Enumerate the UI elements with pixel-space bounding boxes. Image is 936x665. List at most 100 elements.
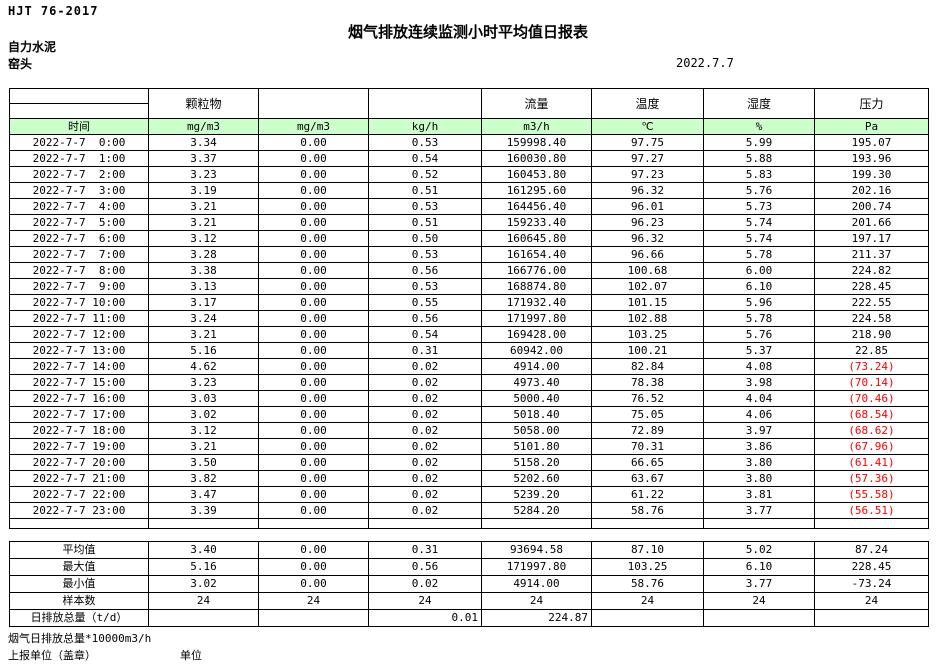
c2-cell: 0.00 [258, 326, 369, 343]
table-row: 2022-7-7 15:00 3.23 0.00 0.02 4973.40 78.38 3.… [9, 374, 929, 391]
table-row: 2022-7-7 0:00 3.34 0.00 0.53 159998.40 97.75 5… [9, 134, 929, 151]
hum-cell: 5.37 [703, 342, 815, 359]
c3-cell: 0.02 [368, 486, 482, 503]
c3-cell: 0.02 [368, 358, 482, 375]
hum-cell: 5.76 [703, 326, 815, 343]
time-cell: 2022-7-7 16:00 [9, 390, 149, 407]
flow-cell: 161654.40 [481, 246, 592, 263]
c3-cell: 0.56 [368, 310, 482, 327]
corner-cell-bottom [9, 103, 149, 119]
time-cell: 2022-7-7 10:00 [9, 294, 149, 311]
empty-cell [814, 518, 929, 529]
table-row: 2022-7-7 20:00 3.50 0.00 0.02 5158.20 66.65 3.… [9, 454, 929, 471]
pm-cell: 3.50 [148, 454, 259, 471]
c3-cell: 0.51 [368, 182, 482, 199]
corner-cell-top [9, 88, 149, 104]
temp-cell: 97.27 [591, 150, 704, 167]
time-cell: 2022-7-7 7:00 [9, 246, 149, 263]
temp-cell: 24 [591, 592, 704, 610]
temp-cell: 100.68 [591, 262, 704, 279]
table-row: 2022-7-7 17:00 3.02 0.00 0.02 5018.40 75.05 4.… [9, 406, 929, 423]
c2-cell: 0.00 [258, 486, 369, 503]
c3-cell: 0.52 [368, 166, 482, 183]
pm-cell: 3.23 [148, 374, 259, 391]
flow-cell: 164456.40 [481, 198, 592, 215]
flow-cell: 5000.40 [481, 390, 592, 407]
summary-rows: 平均值 3.40 0.00 0.31 93694.58 87.10 5.02 87.24 最大值… [9, 541, 929, 627]
time-cell: 2022-7-7 0:00 [9, 134, 149, 151]
empty-cell [703, 518, 815, 529]
hum-cell: 3.80 [703, 470, 815, 487]
hum-cell: 3.77 [703, 502, 815, 519]
temp-cell: 66.65 [591, 454, 704, 471]
empty-cell [368, 518, 482, 529]
press-cell: (55.58) [814, 486, 929, 503]
press-cell: 228.45 [814, 278, 929, 295]
summary-row: 日排放总量（t/d） 0.01 224.87 [9, 609, 929, 627]
c3-cell: 0.54 [368, 150, 482, 167]
press-cell: 199.30 [814, 166, 929, 183]
hum-cell: 3.86 [703, 438, 815, 455]
time-cell: 2022-7-7 1:00 [9, 150, 149, 167]
press-cell: (70.46) [814, 390, 929, 407]
press-cell: (68.62) [814, 422, 929, 439]
hum-cell: 5.74 [703, 214, 815, 231]
pm-cell: 3.38 [148, 262, 259, 279]
c2-cell: 0.00 [258, 134, 369, 151]
temp-cell: 70.31 [591, 438, 704, 455]
group-header-row: 颗粒物 流量 温度 湿度 压力 [9, 88, 929, 119]
temp-cell: 61.22 [591, 486, 704, 503]
pressure-group-header: 压力 [814, 88, 929, 119]
c2-cell: 0.00 [258, 358, 369, 375]
time-cell: 2022-7-7 4:00 [9, 198, 149, 215]
pm-cell: 3.28 [148, 246, 259, 263]
table-row: 2022-7-7 13:00 5.16 0.00 0.31 60942.00 100.21… [9, 342, 929, 359]
temp-cell: 100.21 [591, 342, 704, 359]
c2-cell: 0.00 [258, 470, 369, 487]
press-cell: (67.96) [814, 438, 929, 455]
standard-code: HJT 76-2017 [8, 4, 99, 18]
hum-cell [703, 609, 815, 627]
hum-cell: 6.10 [703, 558, 815, 576]
press-cell: -73.24 [814, 575, 929, 593]
press-cell: 24 [814, 592, 929, 610]
temp-cell: 96.66 [591, 246, 704, 263]
pm-cell: 3.12 [148, 422, 259, 439]
hum-cell: 5.96 [703, 294, 815, 311]
pm-cell: 3.39 [148, 502, 259, 519]
c2-cell: 0.00 [258, 454, 369, 471]
c2-cell: 0.00 [258, 541, 369, 559]
unit-label: 单位 [180, 649, 202, 662]
time-header: 时间 [9, 118, 149, 135]
temp-cell: 96.23 [591, 214, 704, 231]
empty-cell [148, 518, 259, 529]
table-row: 2022-7-7 4:00 3.21 0.00 0.53 164456.40 96.01 5… [9, 198, 929, 215]
c3-cell: 0.55 [368, 294, 482, 311]
pm-cell: 3.37 [148, 150, 259, 167]
summary-table: 平均值 3.40 0.00 0.31 93694.58 87.10 5.02 87.24 最大值… [9, 541, 929, 627]
time-cell: 2022-7-7 22:00 [9, 486, 149, 503]
flow-cell: 171932.40 [481, 294, 592, 311]
hum-cell: 3.77 [703, 575, 815, 593]
temp-cell: 75.05 [591, 406, 704, 423]
c3-cell: 0.31 [368, 541, 482, 559]
flow-cell: 5101.80 [481, 438, 592, 455]
time-cell: 2022-7-7 3:00 [9, 182, 149, 199]
pm-cell: 3.24 [148, 310, 259, 327]
temp-group-header: 温度 [591, 88, 704, 119]
table-row: 2022-7-7 6:00 3.12 0.00 0.50 160645.80 96.32 5… [9, 230, 929, 247]
pm-cell: 3.19 [148, 182, 259, 199]
flow-cell: 4914.00 [481, 358, 592, 375]
c2-cell: 0.00 [258, 198, 369, 215]
c3-cell: 0.02 [368, 502, 482, 519]
press-cell: (70.14) [814, 374, 929, 391]
c3-cell: 0.02 [368, 575, 482, 593]
c3-cell: 0.51 [368, 214, 482, 231]
time-cell: 2022-7-7 14:00 [9, 358, 149, 375]
table-row: 2022-7-7 16:00 3.03 0.00 0.02 5000.40 76.52 4.… [9, 390, 929, 407]
temp-cell: 103.25 [591, 326, 704, 343]
c2-cell: 0.00 [258, 246, 369, 263]
temp-cell: 102.07 [591, 278, 704, 295]
hum-cell: 6.10 [703, 278, 815, 295]
empty-cell [258, 518, 369, 529]
